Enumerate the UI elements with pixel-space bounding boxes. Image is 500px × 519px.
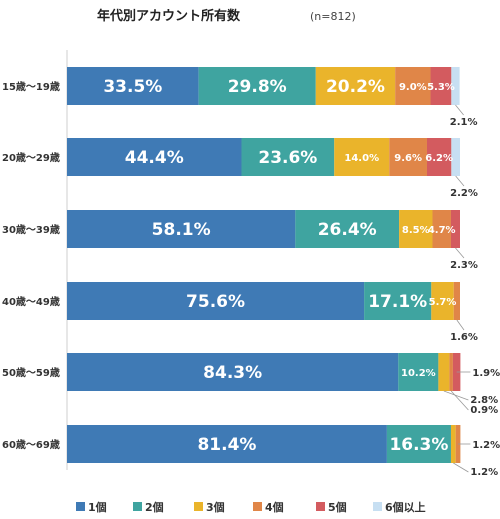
category-label: 40歳〜49歳 [2, 295, 60, 308]
legend-label: 1個 [88, 500, 107, 514]
data-label: 20.2% [326, 77, 385, 97]
bar-segment [451, 138, 460, 176]
leader-line [443, 390, 469, 401]
bar-segment [450, 210, 460, 248]
bar-segment [395, 67, 431, 105]
data-label: 2.3% [450, 260, 478, 271]
legend-swatch [316, 502, 325, 511]
bar-segment [431, 282, 454, 320]
data-label: 84.3% [203, 363, 262, 383]
leader-line [455, 104, 464, 116]
bar-segment [451, 67, 460, 105]
leader-line [456, 319, 465, 331]
data-label: 10.2% [401, 368, 436, 379]
data-label: 2.2% [450, 188, 478, 199]
data-label: 58.1% [152, 220, 211, 240]
legend-label: 6個以上 [385, 500, 426, 514]
data-label: 1.2% [472, 440, 500, 451]
category-label: 15歳〜19歳 [2, 80, 60, 93]
legend-swatch [76, 502, 85, 511]
data-label: 16.3% [389, 435, 448, 455]
data-label: 4.7% [428, 225, 456, 236]
leader-line [455, 175, 465, 187]
category-label: 20歳〜29歳 [2, 151, 60, 164]
chart-subtitle: (n=812) [310, 10, 356, 23]
data-label: 33.5% [103, 77, 162, 97]
category-label: 50歳〜59歳 [2, 366, 60, 379]
data-label: 9.0% [399, 82, 427, 93]
data-label: 2.8% [470, 395, 498, 406]
bar-segment [438, 353, 450, 391]
bar-segment [67, 210, 296, 248]
bar-segment [386, 425, 451, 463]
data-label: 26.4% [318, 220, 377, 240]
data-label: 2.1% [450, 117, 478, 128]
data-label: 29.8% [228, 77, 287, 97]
bar-segment [295, 210, 400, 248]
category-label: 60歳〜69歳 [2, 438, 60, 451]
legend-swatch [253, 502, 262, 511]
bar-segment [315, 67, 396, 105]
legend-label: 5個 [328, 500, 347, 514]
bar-segment [67, 353, 399, 391]
data-label: 8.5% [402, 225, 430, 236]
data-label: 9.6% [394, 153, 422, 164]
data-label: 44.4% [125, 148, 184, 168]
bar-segment [450, 425, 456, 463]
data-label: 1.9% [472, 368, 500, 379]
data-label: 1.6% [450, 332, 478, 343]
chart-title: 年代別アカウント所有数 [97, 8, 241, 24]
legend-label: 3個 [206, 500, 225, 514]
data-label: 23.6% [258, 148, 317, 168]
data-label: 75.6% [186, 292, 245, 312]
category-label: 30歳〜39歳 [2, 223, 60, 236]
data-label: 5.3% [427, 82, 455, 93]
bar-segment [453, 282, 460, 320]
bar-segment [67, 425, 387, 463]
data-label: 14.0% [344, 153, 379, 164]
bar-segment [241, 138, 335, 176]
bar-segment [449, 353, 453, 391]
leader-line [453, 462, 469, 473]
bar-segment [198, 67, 316, 105]
leader-line [455, 247, 465, 259]
legend-swatch [133, 502, 142, 511]
legend-label: 2個 [145, 500, 164, 514]
legend-swatch [373, 502, 382, 511]
bar-segment [399, 210, 433, 248]
bar-segment [432, 210, 451, 248]
data-label: 17.1% [368, 292, 427, 312]
data-label: 81.4% [197, 435, 256, 455]
legend-swatch [194, 502, 203, 511]
bar-segment [334, 138, 390, 176]
legend-label: 4個 [265, 500, 284, 514]
bar-segment [67, 67, 199, 105]
bar-segment [67, 282, 365, 320]
data-label: 1.2% [470, 467, 498, 478]
bar-segment [364, 282, 432, 320]
data-label: 6.2% [425, 153, 453, 164]
bar-segment [67, 138, 242, 176]
bar-segment [389, 138, 427, 176]
leader-line [450, 390, 469, 411]
bar-segment [430, 67, 452, 105]
data-label: 0.9% [470, 405, 498, 416]
bar-segment [398, 353, 439, 391]
data-label: 5.7% [429, 297, 457, 308]
bar-segment [426, 138, 452, 176]
